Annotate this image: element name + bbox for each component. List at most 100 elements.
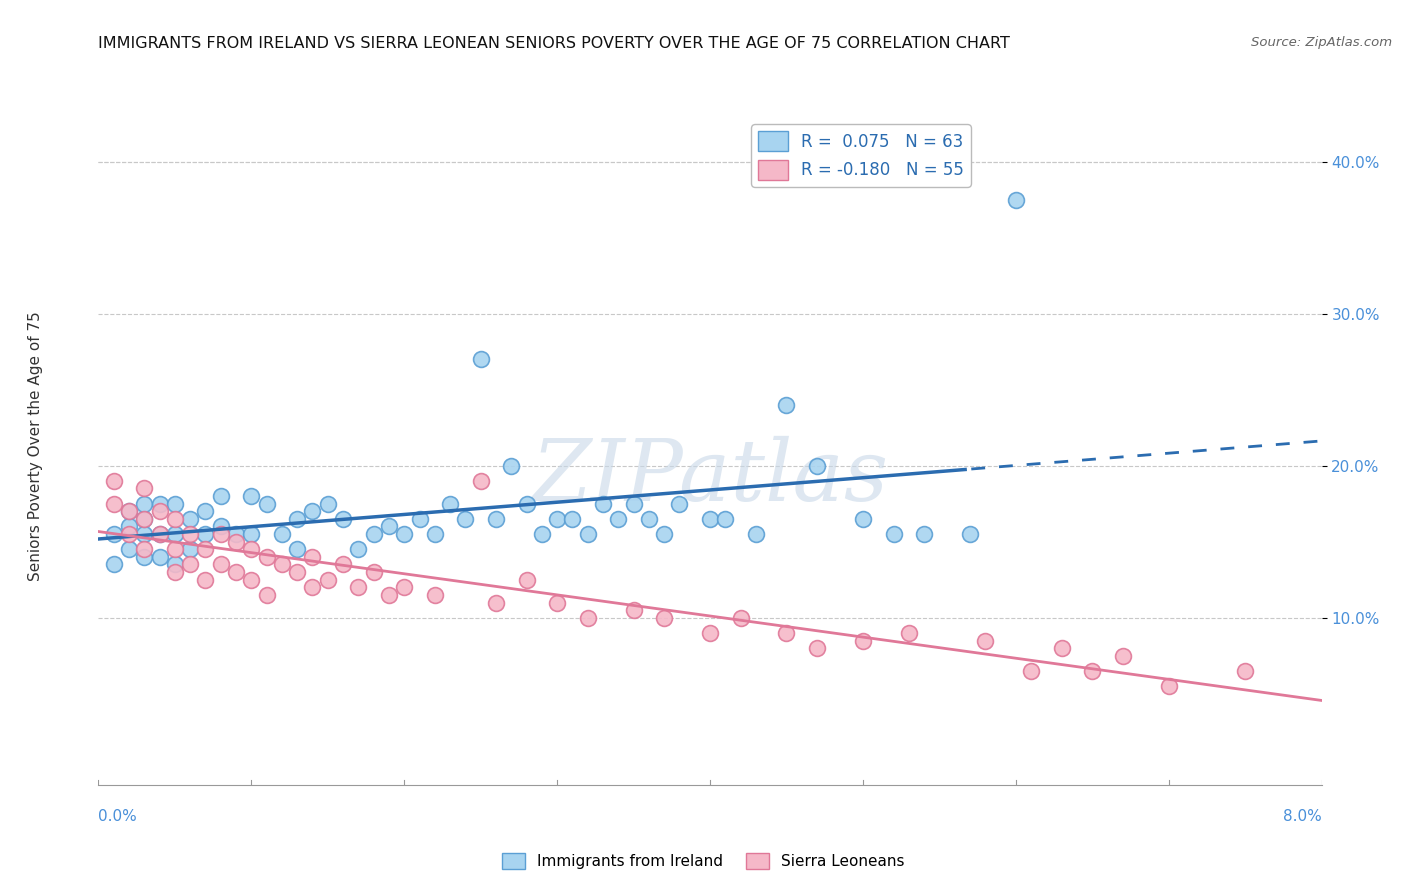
Point	[546, 595, 568, 609]
Text: Source: ZipAtlas.com: Source: ZipAtlas.com	[1251, 36, 1392, 49]
Point	[714, 512, 737, 526]
Point	[576, 610, 599, 624]
Point	[118, 504, 141, 518]
Point	[256, 549, 278, 564]
Point	[134, 497, 156, 511]
Point	[316, 573, 339, 587]
Point	[163, 497, 186, 511]
Point	[149, 527, 172, 541]
Point	[163, 558, 186, 572]
Point	[347, 542, 370, 557]
Point	[378, 519, 401, 533]
Point	[149, 497, 172, 511]
Legend: R =  0.075   N = 63, R = -0.180   N = 55: R = 0.075 N = 63, R = -0.180 N = 55	[751, 124, 970, 186]
Point	[974, 633, 997, 648]
Point	[225, 565, 247, 579]
Point	[285, 565, 308, 579]
Point	[1157, 679, 1180, 693]
Point	[623, 497, 645, 511]
Point	[470, 474, 492, 488]
Point	[423, 527, 446, 541]
Point	[118, 519, 141, 533]
Point	[454, 512, 477, 526]
Point	[576, 527, 599, 541]
Point	[118, 542, 141, 557]
Point	[652, 527, 675, 541]
Text: 0.0%: 0.0%	[98, 809, 138, 823]
Point	[134, 512, 156, 526]
Point	[332, 512, 354, 526]
Point	[806, 458, 828, 473]
Point	[501, 458, 523, 473]
Point	[240, 489, 263, 503]
Point	[730, 610, 752, 624]
Point	[118, 504, 141, 518]
Point	[149, 527, 172, 541]
Point	[209, 489, 232, 503]
Point	[149, 504, 172, 518]
Point	[347, 580, 370, 594]
Point	[134, 542, 156, 557]
Point	[378, 588, 401, 602]
Point	[134, 527, 156, 541]
Point	[209, 558, 232, 572]
Point	[516, 573, 538, 587]
Point	[194, 527, 217, 541]
Point	[240, 573, 263, 587]
Point	[470, 352, 492, 367]
Point	[301, 504, 323, 518]
Point	[363, 527, 385, 541]
Point	[485, 512, 508, 526]
Point	[1234, 664, 1257, 678]
Point	[270, 558, 294, 572]
Text: IMMIGRANTS FROM IRELAND VS SIERRA LEONEAN SENIORS POVERTY OVER THE AGE OF 75 COR: IMMIGRANTS FROM IRELAND VS SIERRA LEONEA…	[98, 36, 1011, 51]
Point	[194, 573, 217, 587]
Point	[103, 527, 125, 541]
Point	[1112, 648, 1135, 663]
Point	[852, 512, 875, 526]
Point	[546, 512, 568, 526]
Point	[179, 512, 201, 526]
Point	[806, 641, 828, 656]
Point	[530, 527, 553, 541]
Point	[163, 527, 186, 541]
Point	[285, 542, 308, 557]
Point	[699, 626, 721, 640]
Point	[423, 588, 446, 602]
Point	[439, 497, 461, 511]
Point	[270, 527, 294, 541]
Point	[1050, 641, 1073, 656]
Point	[408, 512, 430, 526]
Point	[103, 497, 125, 511]
Point	[256, 497, 278, 511]
Point	[240, 527, 263, 541]
Point	[179, 527, 201, 541]
Point	[623, 603, 645, 617]
Point	[301, 580, 323, 594]
Point	[134, 549, 156, 564]
Point	[392, 580, 416, 594]
Text: Seniors Poverty Over the Age of 75: Seniors Poverty Over the Age of 75	[28, 311, 42, 581]
Point	[285, 512, 308, 526]
Point	[1004, 193, 1026, 207]
Point	[103, 558, 125, 572]
Point	[745, 527, 768, 541]
Point	[668, 497, 690, 511]
Point	[912, 527, 935, 541]
Point	[1081, 664, 1104, 678]
Point	[561, 512, 583, 526]
Point	[163, 565, 186, 579]
Point	[316, 497, 339, 511]
Point	[209, 519, 232, 533]
Point	[240, 542, 263, 557]
Point	[607, 512, 630, 526]
Point	[103, 474, 125, 488]
Point	[225, 534, 247, 549]
Point	[959, 527, 981, 541]
Legend: Immigrants from Ireland, Sierra Leoneans: Immigrants from Ireland, Sierra Leoneans	[495, 847, 911, 875]
Point	[225, 527, 247, 541]
Text: ZIPatlas: ZIPatlas	[531, 436, 889, 518]
Point	[194, 504, 217, 518]
Point	[1019, 664, 1042, 678]
Text: 8.0%: 8.0%	[1282, 809, 1322, 823]
